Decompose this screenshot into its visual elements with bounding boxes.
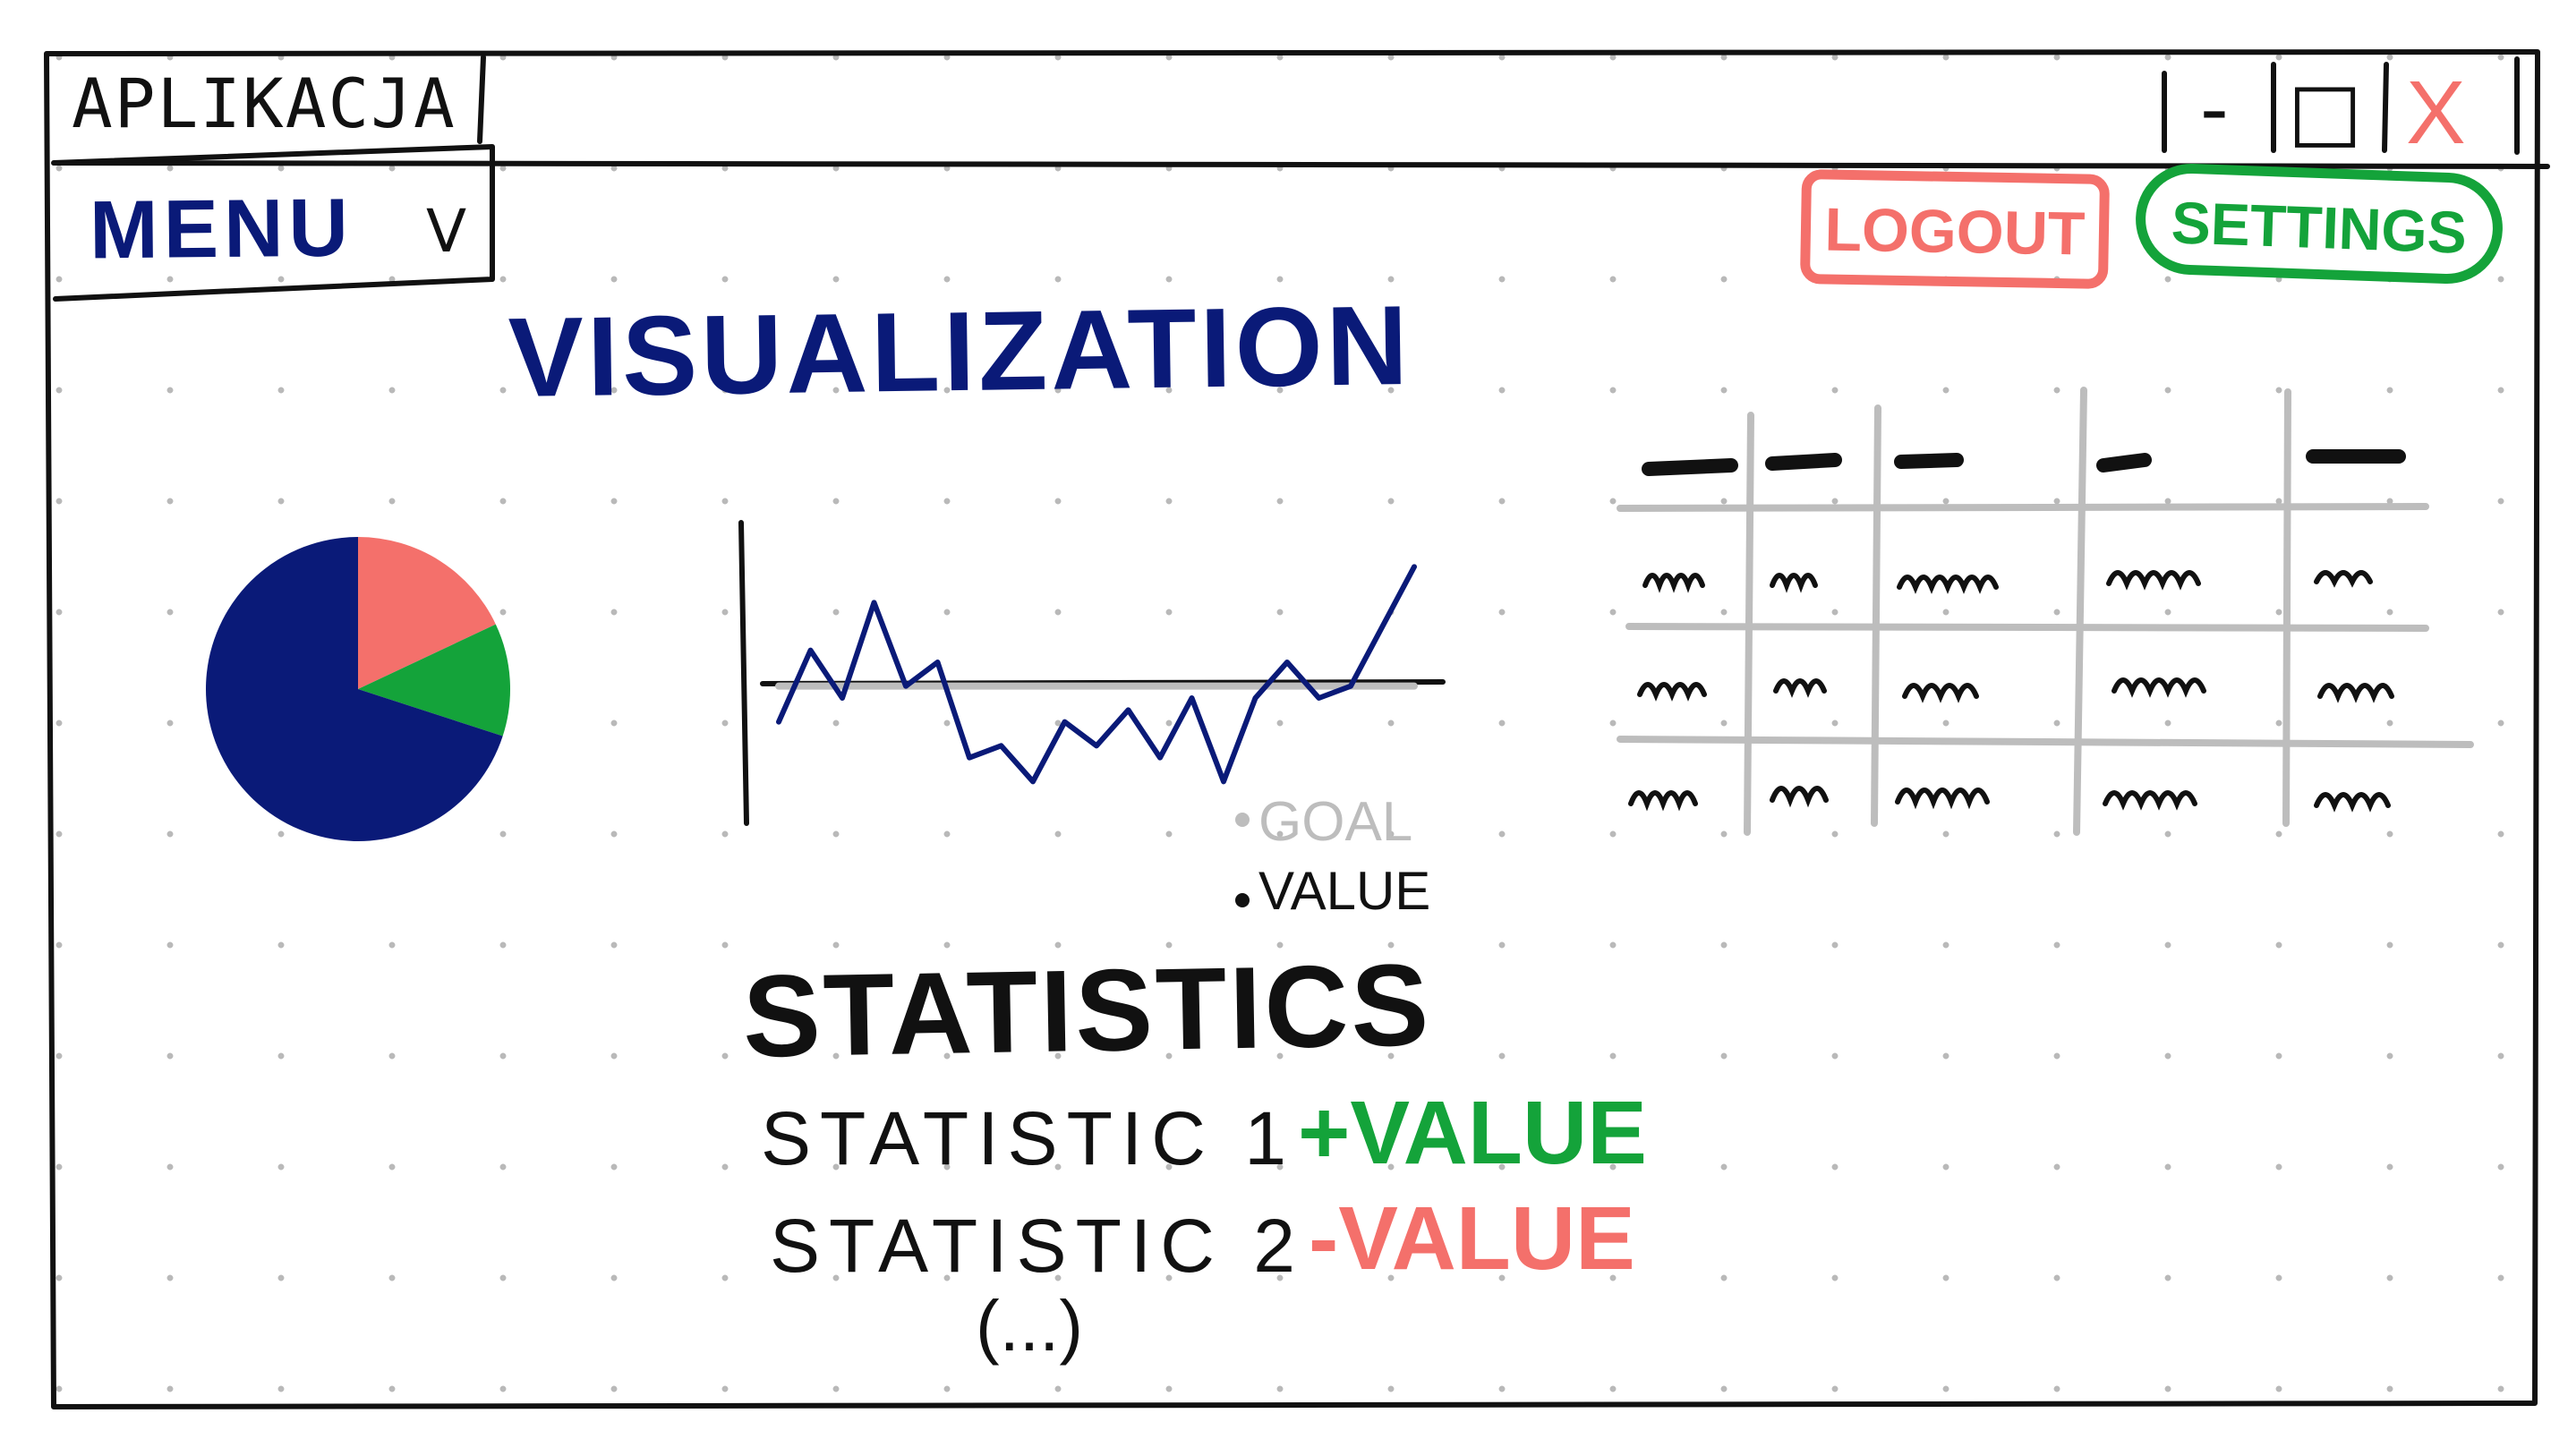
table-cell [1895,788,1990,810]
titlebar-divider [53,160,2550,169]
settings-button[interactable]: SETTINGS [2133,161,2505,286]
close-button[interactable]: X [2395,63,2503,163]
settings-label: SETTINGS [2170,189,2469,266]
table-header-cell [2096,453,2152,473]
table-cell [2112,677,2206,698]
table-cell [2317,683,2394,703]
table-cell [1628,790,1698,812]
legend-value-dot [1235,893,1250,907]
legend-goal-dot [1235,813,1250,827]
line-chart-legend: GOAL VALUE [1235,795,1468,920]
pie-slice [358,624,510,737]
menu-dropdown[interactable]: MENU V [72,175,483,277]
close-divider [2382,62,2389,153]
window-title: APLIKACJA [72,64,456,143]
table-cell [1637,682,1707,702]
table-header-cell [1765,453,1842,471]
pie-slice [358,537,496,689]
visualization-title: VISUALIZATION [508,281,1412,421]
minimize-button[interactable]: - [2184,70,2263,149]
table-cell [2314,792,2391,813]
statistics-title: STATISTICS [741,939,1433,1082]
logout-button[interactable]: LOGOUT [1799,169,2111,289]
title-field-divider [477,55,486,144]
close-icon: X [2406,63,2466,163]
chevron-down-icon: V [426,197,467,266]
table-cell [1770,786,1829,808]
menu-box [51,144,495,302]
line-chart [738,520,1446,826]
table-cell [2103,790,2197,811]
pie-chart [206,537,510,841]
table-header-row [1642,449,2406,476]
statistic-1-value: +VALUE [1298,1083,1647,1183]
table-cell [1902,683,1979,703]
data-table [1617,387,2474,836]
statistic-1-label: STATISTIC 1 [761,1096,1295,1180]
maximize-icon: □ [2288,64,2363,157]
legend-goal-label: GOAL [1258,791,1413,853]
table-cell [1773,678,1827,698]
window-border [44,49,2540,1409]
line-chart-y-axis [738,520,749,826]
table-cell [1897,575,1999,594]
maximize-button[interactable]: □ [2288,64,2377,157]
table-cell [2106,570,2201,591]
pie-slice [206,537,503,841]
minimize-icon: - [2200,63,2229,155]
statistic-2-value: -VALUE [1309,1188,1635,1289]
table-header-cell [1894,453,1964,469]
table-cell [1642,573,1705,593]
table-cell [2314,570,2373,588]
table-cell [1770,573,1818,593]
table-body [1628,570,2394,813]
table-header-cell [1642,458,1738,476]
value-series-line [776,564,1417,785]
statistic-2-label: STATISTIC 2 [770,1204,1304,1288]
legend-value-label: VALUE [1258,861,1431,921]
menu-label: MENU [89,182,354,277]
table-grid [1617,387,2474,836]
logout-label: LOGOUT [1823,195,2086,268]
statistics-more: (...) [976,1286,1083,1366]
